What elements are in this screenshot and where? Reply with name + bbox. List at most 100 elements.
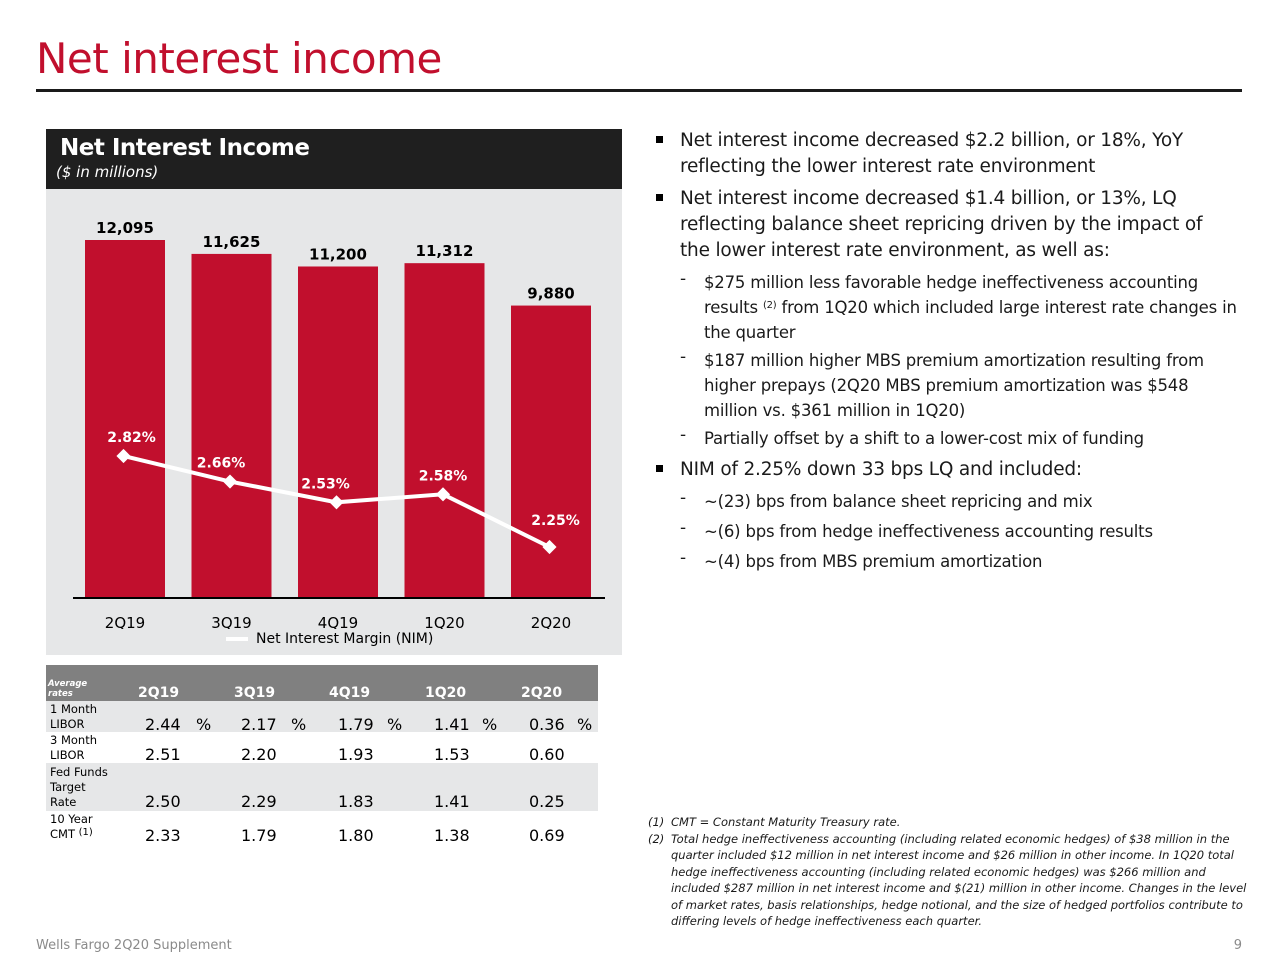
bullet-nii-yoy: Net interest income decreased $2.2 billi… — [656, 128, 1236, 180]
bullet-nii-lq: Net interest income decreased $1.4 billi… — [656, 186, 1236, 264]
category-label: 2Q19 — [105, 614, 145, 629]
bar-value-label: 11,625 — [203, 233, 261, 251]
footnote-number: (2) — [648, 831, 665, 846]
bar-4Q19 — [298, 266, 378, 598]
sub-bullet-funding: - Partially offset by a shift to a lower… — [680, 425, 1240, 451]
sub-bullet-text: ~(6) bps from hedge ineffectiveness acco… — [704, 522, 1153, 541]
nim-point — [435, 487, 451, 502]
rate-value: 2.44 — [145, 715, 181, 734]
footnote-number: (1) — [648, 815, 665, 829]
sub-bullet-text: Partially offset by a shift to a lower-c… — [704, 429, 1144, 448]
rate-value: 2.29 — [241, 792, 277, 811]
rate-value: 1.53 — [434, 745, 470, 764]
footnote-text: CMT = Constant Maturity Treasury rate. — [671, 815, 901, 829]
page-title: Net interest income — [36, 34, 442, 83]
sub-bullet-dash: - — [680, 347, 687, 367]
rates-header-label: Average rates — [48, 679, 88, 699]
nim-point — [116, 448, 131, 464]
rate-value: 1.38 — [434, 826, 470, 845]
bullet-marker — [656, 465, 663, 472]
rate-value: 0.25 — [529, 792, 565, 811]
sub-bullet-text: $275 million less favorable hedge ineffe… — [704, 273, 1237, 342]
bullet-marker — [656, 136, 663, 143]
rates-row-1m-libor: 1 Month LIBOR 2.44 % 2.17 % 1.79 % 1.41 … — [46, 701, 598, 734]
rate-value: 2.33 — [145, 826, 181, 845]
nim-label: 2.25% — [531, 513, 580, 529]
rate-value: 1.83 — [338, 792, 374, 811]
bar-value-label: 11,200 — [309, 245, 367, 263]
sub-bullet-hedge-nim: - ~(6) bps from hedge ineffectiveness ac… — [680, 518, 1240, 544]
sub-bullet-dash: - — [680, 518, 687, 538]
bar-value-label: 11,312 — [416, 242, 474, 260]
footnote-text: Total hedge ineffectiveness accounting (… — [671, 831, 1247, 929]
bar-2Q19 — [85, 240, 165, 598]
sub-bullet-text: ~(4) bps from MBS premium amortization — [704, 552, 1043, 571]
sub-bullet-mbs: - $187 million higher MBS premium amorti… — [680, 347, 1240, 423]
category-label: 1Q20 — [424, 614, 464, 629]
rate-unit: % — [196, 715, 212, 734]
sub-bullet-text: $187 million higher MBS premium amortiza… — [704, 351, 1204, 420]
rate-value: 0.60 — [529, 745, 565, 764]
bar-value-label: 12,095 — [96, 219, 154, 237]
sub-bullet-dash: - — [680, 548, 687, 568]
footer-source: Wells Fargo 2Q20 Supplement — [36, 938, 232, 953]
nim-point — [222, 474, 238, 489]
rate-unit: % — [291, 715, 307, 734]
rate-value: 1.80 — [338, 826, 374, 845]
nim-label: 2.66% — [197, 456, 246, 472]
rate-value: 2.51 — [145, 745, 181, 764]
nim-label: 2.58% — [419, 468, 468, 484]
rates-row-label: 1 Month LIBOR — [50, 702, 98, 731]
legend-swatch — [226, 637, 248, 641]
footnote-ref: (1) — [78, 827, 93, 838]
sub-bullet-text: ~(23) bps from balance sheet repricing a… — [704, 492, 1093, 511]
rates-col-header: 2Q19 — [138, 685, 180, 701]
chart-subtitle: ($ in millions) — [56, 163, 159, 181]
sub-bullet-dash: - — [680, 425, 687, 445]
rate-value: 1.79 — [241, 826, 277, 845]
rate-unit: % — [577, 715, 593, 734]
chart-title: Net Interest Income — [60, 135, 310, 161]
rate-value: 1.41 — [434, 715, 470, 734]
chart-header: Net Interest Income ($ in millions) — [46, 129, 622, 189]
rates-col-header: 3Q19 — [234, 685, 276, 701]
page-number: 9 — [1233, 938, 1242, 953]
chart-panel: Net Interest Income ($ in millions) 12,0… — [46, 129, 622, 655]
rate-unit: % — [387, 715, 403, 734]
rate-unit: % — [482, 715, 498, 734]
bar-value-label: 9,880 — [527, 285, 574, 303]
category-label: 3Q19 — [211, 614, 251, 629]
category-label: 2Q20 — [531, 614, 571, 629]
footnote-ref: (2) — [762, 300, 777, 311]
sub-bullet-dash: - — [680, 488, 687, 508]
rate-value: 1.79 — [338, 715, 374, 734]
sub-bullet-dash: - — [680, 269, 687, 289]
sub-bullet-hedge: - $275 million less favorable hedge inef… — [680, 269, 1240, 345]
footnote-2: (2) Total hedge ineffectiveness accounti… — [648, 831, 1248, 930]
bullet-text: Net interest income decreased $1.4 billi… — [680, 188, 1203, 261]
nim-label: 2.53% — [301, 476, 350, 492]
rates-row-10y-cmt: 10 Year CMT (1) 2.33 1.79 1.80 1.38 0.69 — [46, 811, 598, 847]
rate-value: 1.41 — [434, 792, 470, 811]
rates-row-label: 10 Year CMT (1) — [50, 812, 93, 841]
legend-label: Net Interest Margin (NIM) — [256, 631, 434, 647]
title-rule — [36, 89, 1242, 92]
sub-bullet-repricing: - ~(23) bps from balance sheet repricing… — [680, 488, 1240, 514]
rates-header: Average rates 2Q19 3Q19 4Q19 1Q20 2Q20 — [46, 665, 598, 701]
rate-value: 2.50 — [145, 792, 181, 811]
nim-label: 2.82% — [107, 430, 156, 446]
nii-chart: 12,095 2Q19 11,625 3Q19 11,200 4Q19 11,312 1Q20… — [73, 219, 605, 629]
sub-bullet-mbs-nim: - ~(4) bps from MBS premium amortization — [680, 548, 1240, 574]
rates-col-header: 4Q19 — [329, 685, 371, 701]
bullet-nim: NIM of 2.25% down 33 bps LQ and included… — [656, 457, 1236, 483]
chart-legend: Net Interest Margin (NIM) — [226, 631, 433, 647]
bullet-text: NIM of 2.25% down 33 bps LQ and included… — [680, 459, 1082, 480]
footnotes: (1) CMT = Constant Maturity Treasury rat… — [648, 814, 1248, 930]
rate-value: 1.93 — [338, 745, 374, 764]
rates-row-label: Fed Funds Target Rate — [50, 765, 108, 809]
nim-point — [329, 495, 344, 510]
rates-row-label: 3 Month LIBOR — [50, 733, 98, 762]
rate-value: 2.20 — [241, 745, 277, 764]
footnote-1: (1) CMT = Constant Maturity Treasury rat… — [648, 814, 1248, 831]
bar-1Q20 — [404, 263, 485, 598]
